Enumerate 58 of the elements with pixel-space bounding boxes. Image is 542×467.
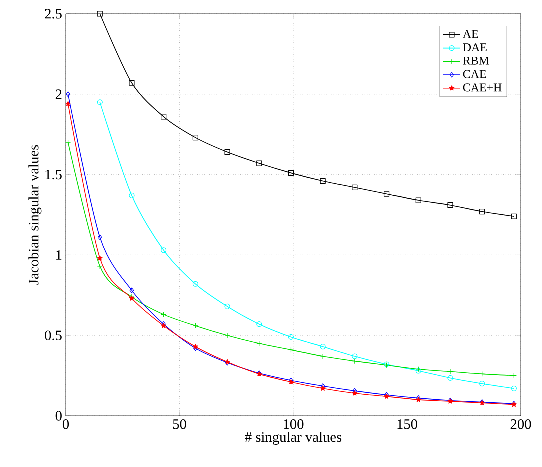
point xyxy=(224,149,230,156)
point xyxy=(66,101,71,106)
legend-label: RBM xyxy=(463,56,490,65)
legend-label: CAE+H xyxy=(463,84,502,92)
legend-label: DAE xyxy=(463,44,487,52)
x-tick-label: 100 xyxy=(284,420,304,430)
y-tick-label: 1 xyxy=(56,250,62,260)
point xyxy=(448,375,454,382)
y-tick-label: 1.5 xyxy=(46,170,62,180)
point xyxy=(256,340,262,346)
point xyxy=(320,354,326,360)
point xyxy=(320,386,326,391)
point xyxy=(352,358,358,364)
point xyxy=(192,323,198,329)
x-axis-title: # singular values xyxy=(245,432,342,446)
point xyxy=(448,368,454,375)
point xyxy=(192,281,198,287)
point xyxy=(129,80,135,86)
point xyxy=(129,192,135,198)
point xyxy=(320,344,326,350)
point xyxy=(256,322,262,328)
point xyxy=(352,184,358,190)
point xyxy=(480,371,486,377)
point xyxy=(352,390,358,396)
point xyxy=(511,214,517,220)
point xyxy=(352,354,358,360)
point xyxy=(98,234,102,240)
point xyxy=(384,191,390,197)
y-tick-label: 0.5 xyxy=(45,330,62,340)
point xyxy=(256,160,262,166)
point xyxy=(161,312,167,318)
point xyxy=(161,114,167,120)
point xyxy=(224,304,230,310)
y-tick-label: 2 xyxy=(56,90,62,100)
point xyxy=(130,288,134,294)
point xyxy=(192,135,198,141)
x-tick-label: 200 xyxy=(510,420,532,430)
point xyxy=(288,170,294,176)
y-tick-label: 2.5 xyxy=(45,9,62,19)
point xyxy=(97,11,103,17)
point xyxy=(416,198,422,204)
point xyxy=(224,332,230,338)
point xyxy=(288,347,294,353)
point xyxy=(448,202,454,208)
point xyxy=(320,178,326,184)
point xyxy=(480,381,486,387)
x-tick-label: 150 xyxy=(398,420,418,430)
x-tick-label: 50 xyxy=(173,420,186,430)
point xyxy=(161,248,167,254)
legend-label: AE xyxy=(462,30,478,38)
x-tick-label: 0 xyxy=(62,420,70,430)
legend-label: CAE xyxy=(463,70,486,78)
point xyxy=(480,208,486,215)
y-tick-label: 0 xyxy=(56,411,62,421)
point xyxy=(97,256,103,261)
point xyxy=(97,264,103,270)
point xyxy=(288,334,294,340)
y-axis-title: Jacobian singular values xyxy=(28,145,42,285)
